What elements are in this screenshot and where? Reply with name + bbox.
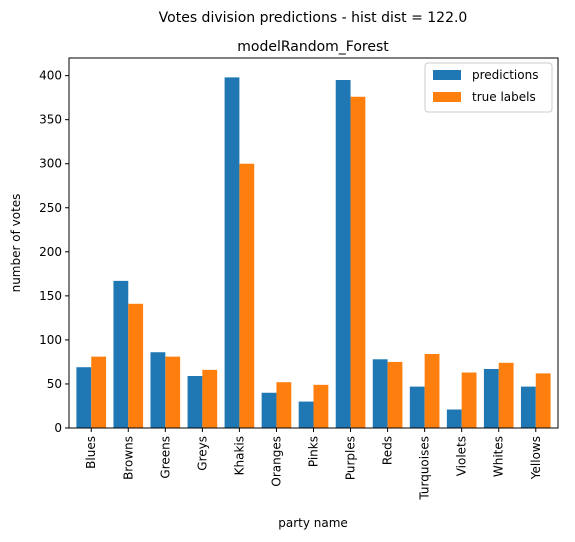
y-tick-label: 400 [39,69,62,83]
y-tick-label: 200 [39,245,62,259]
bar-predictions-oranges [261,392,277,428]
chart-title: modelRandom_Forest [237,39,389,55]
bars-group [76,77,551,429]
x-tick-label-greens: Greens [158,436,172,479]
x-tick-label-pinks: Pinks [307,436,321,467]
y-axis-label: number of votes [9,194,23,293]
x-tick-label-whites: Whites [492,436,506,477]
x-tick-label-blues: Blues [84,436,98,469]
bar-true-labels-greens [165,356,181,428]
bar-true-labels-khakis [239,163,255,428]
bar-true-labels-greys [202,369,218,428]
bar-true-labels-purples [350,96,366,428]
bar-true-labels-reds [387,361,403,428]
bar-predictions-purples [335,80,351,429]
bar-predictions-violets [446,409,462,428]
bar-predictions-whites [483,368,499,428]
legend-label-true-labels: true labels [472,90,536,104]
x-tick-label-violets: Violets [455,436,469,476]
y-axis: 0 50 100 150 200 250 300 350 400 [39,69,69,435]
x-tick-label-turquoises: Turquoises [418,436,432,501]
bar-predictions-blues [76,367,92,428]
plot-frame [68,57,559,429]
bar-true-labels-browns [128,303,144,428]
y-tick-label: 100 [39,333,62,347]
x-tick-label-browns: Browns [121,436,135,480]
y-tick-label: 0 [54,421,62,435]
x-tick-label-yellows: Yellows [529,436,543,480]
bar-predictions-browns [113,280,129,428]
x-tick-label-greys: Greys [195,436,209,471]
bar-true-labels-yellows [535,373,551,428]
chart-suptitle: Votes division predictions - hist dist =… [159,10,468,26]
y-tick-label: 150 [39,289,62,303]
legend: predictions true labels [424,62,553,113]
bar-predictions-greens [150,352,166,428]
y-tick-label: 350 [39,113,62,127]
bar-predictions-greys [187,376,203,428]
bar-predictions-yellows [520,386,536,428]
x-tick-label-oranges: Oranges [269,436,283,487]
legend-swatch-predictions [433,70,461,80]
legend-swatch-true-labels [433,92,461,102]
bar-predictions-khakis [224,77,240,428]
x-axis-label: party name [278,516,348,530]
bar-predictions-turquoises [409,386,425,428]
x-tick-label-khakis: Khakis [232,436,246,475]
bar-true-labels-violets [461,372,477,428]
x-axis: Blues Browns Greens Greys Khakis Oranges Pinks… [84,428,543,501]
bar-true-labels-oranges [276,382,292,428]
bar-true-labels-whites [498,362,514,428]
bar-true-labels-pinks [313,384,329,428]
bar-true-labels-turquoises [424,354,440,428]
x-tick-label-reds: Reds [381,436,395,465]
y-tick-label: 300 [39,157,62,171]
y-tick-label: 250 [39,201,62,215]
bar-true-labels-blues [91,356,107,428]
x-tick-label-purples: Purples [344,436,358,480]
y-tick-label: 50 [47,377,62,391]
bar-predictions-reds [372,359,388,428]
legend-label-predictions: predictions [472,68,538,82]
bar-predictions-pinks [298,401,314,428]
